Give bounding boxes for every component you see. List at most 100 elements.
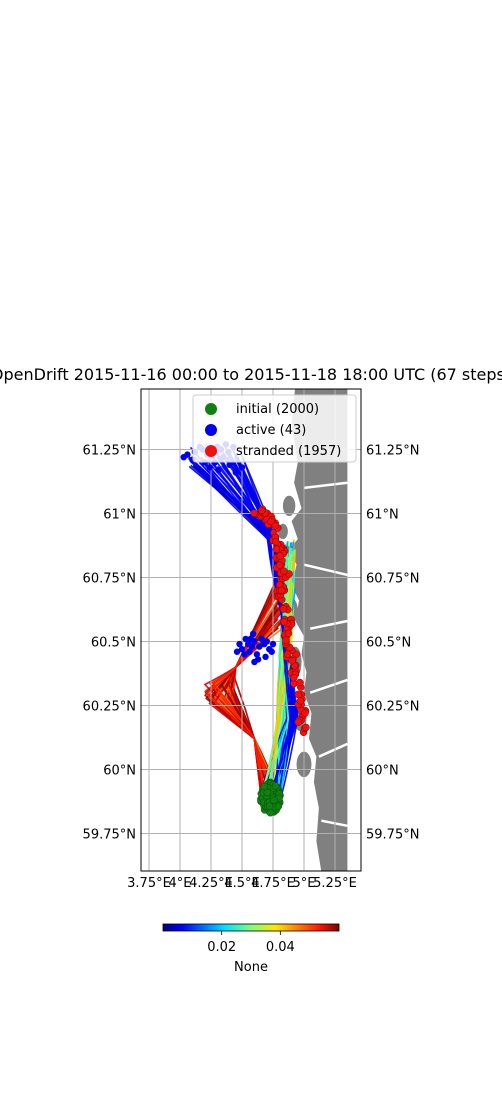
lat-label-left: 60.25°N (83, 700, 136, 715)
initial-particles (257, 778, 284, 817)
lat-label-right: 60°N (366, 764, 399, 779)
initial-particle (271, 782, 280, 790)
legend-active-label: active (43) (236, 423, 306, 438)
stranded-particle (267, 517, 275, 526)
active-particle (248, 643, 256, 650)
active-particle (253, 651, 261, 658)
active-particle (238, 464, 246, 471)
stranded-particle (283, 650, 292, 658)
stranded-particle (294, 718, 303, 726)
colorbar-ticks: 0.02 0.04 (207, 931, 295, 955)
lat-label-left: 60°N (103, 764, 136, 779)
active-particle (256, 643, 263, 650)
colorbar-gradient (162, 923, 340, 932)
initial-particle (265, 802, 274, 810)
fjord-1 (303, 563, 348, 577)
stranded-particle (302, 723, 310, 732)
lat-label-left: 60.75°N (83, 572, 136, 587)
longitude-labels: 3.75°E4°E4.25°E4.5°E4.75°E5°E5.25°E (127, 876, 357, 891)
active-particle (238, 645, 246, 653)
stranded-particle (294, 690, 303, 699)
colorbar-tick-label: 0.04 (266, 940, 295, 955)
lon-label: 4.75°E (251, 876, 295, 891)
stranded-particles (250, 505, 310, 737)
initial-particle (263, 788, 272, 797)
stranded-particle (296, 678, 304, 687)
lat-label-right: 60.75°N (366, 572, 419, 587)
stranded-particle (257, 506, 266, 515)
stranded-particle (250, 509, 258, 517)
legend-initial-label: initial (2000) (236, 402, 319, 417)
stranded-particle (301, 709, 309, 717)
active-particle (233, 648, 241, 655)
colorbar-label: None (234, 960, 268, 975)
fjord-5 (321, 819, 348, 828)
latitude-labels-left: 59.75°N 60°N 60.25°N 60.5°N 60.75°N 61°N 61.25… (83, 444, 136, 843)
lat-label-right: 59.75°N (366, 828, 419, 843)
initial-particle (266, 808, 275, 817)
active-particle (206, 464, 213, 471)
fjord-0 (303, 481, 348, 490)
fjord-2 (309, 619, 348, 630)
fjord-4 (318, 742, 348, 758)
colorbar: 0.02 0.04 None (162, 923, 340, 975)
stranded-particle (284, 629, 293, 638)
stranded-particle (282, 636, 290, 644)
active-particle (242, 635, 249, 643)
lat-label-right: 61.25°N (366, 444, 419, 459)
colorbar-tick-label: 0.02 (207, 940, 236, 955)
active-particle (184, 451, 191, 458)
fjord-3 (309, 678, 348, 694)
map-frame (140, 388, 362, 872)
lon-label: 4.25°E (189, 876, 233, 891)
active-particle (232, 469, 239, 476)
lat-label-left: 59.75°N (83, 828, 136, 843)
initial-particle (260, 782, 269, 791)
lat-label-left: 61°N (103, 508, 136, 523)
initial-particle (274, 802, 283, 811)
lat-label-left: 61.25°N (83, 444, 136, 459)
stranded-particle (278, 586, 286, 595)
active-particle (249, 630, 257, 638)
active-particle (246, 648, 253, 655)
stranded-particle (272, 545, 281, 553)
active-particle (268, 648, 275, 655)
active-particle (254, 656, 262, 663)
initial-particle (270, 796, 278, 804)
legend-stranded-icon (205, 445, 217, 457)
stranded-particle (280, 567, 288, 575)
active-particle (226, 461, 233, 469)
legend: initial (2000) active (43) stranded (195… (192, 394, 357, 463)
active-particle (215, 466, 222, 474)
lon-label: 3.75°E (127, 876, 171, 891)
lon-label: 5°E (293, 876, 316, 891)
stranded-particle (272, 537, 280, 546)
lon-label: 4°E (169, 876, 192, 891)
lat-label-right: 60.5°N (366, 636, 411, 651)
latitude-labels-right: 59.75°N 60°N 60.25°N 60.5°N 60.75°N 61°N 61.25… (366, 444, 419, 843)
legend-stranded-label: stranded (1957) (236, 444, 341, 459)
active-particle (263, 638, 270, 645)
legend-box (192, 394, 357, 463)
stranded-particle (296, 696, 305, 705)
map-area (141, 389, 361, 871)
island-0 (282, 495, 296, 517)
island-6 (325, 784, 333, 806)
legend-active-icon (205, 424, 217, 436)
stranded-particle (288, 656, 296, 665)
lon-label: 4.5°E (224, 876, 259, 891)
active-particle (241, 651, 248, 658)
active-particle (258, 635, 266, 643)
active-particle (269, 640, 277, 648)
active-particle (262, 653, 269, 661)
lat-label-right: 61°N (366, 508, 399, 523)
lat-label-left: 60.5°N (91, 636, 136, 651)
stranded-particle (279, 605, 288, 613)
plot-title: OpenDrift 2015-11-16 00:00 to 2015-11-18… (0, 365, 502, 384)
lon-label: 5.25°E (313, 876, 357, 891)
stranded-particle (280, 618, 288, 626)
lat-label-right: 60.25°N (366, 700, 419, 715)
active-particle (236, 640, 243, 648)
stranded-particle (275, 561, 284, 569)
